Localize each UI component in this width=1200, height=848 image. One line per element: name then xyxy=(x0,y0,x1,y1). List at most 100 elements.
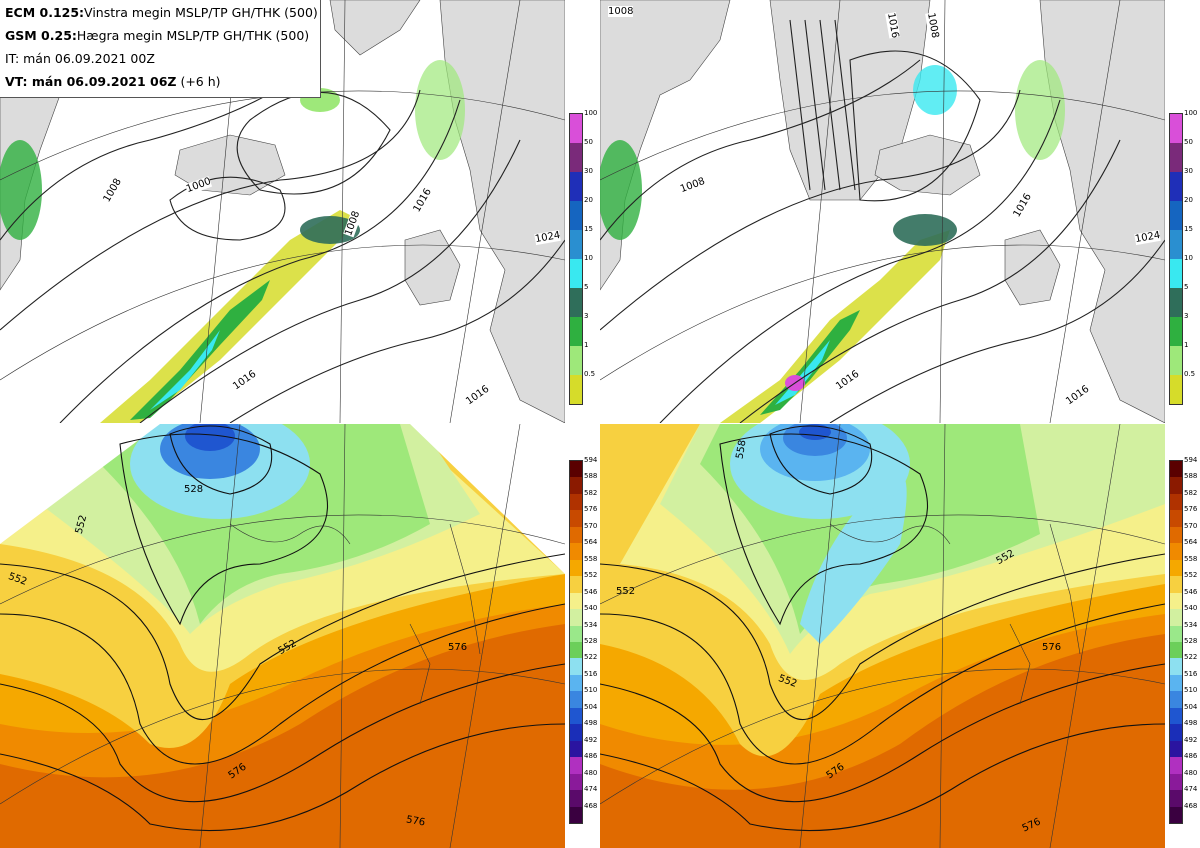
precip-cell xyxy=(600,140,642,240)
colorbar-tick-label: 528 xyxy=(584,637,598,645)
colorbar-swatch xyxy=(570,172,582,201)
colorbar-tick-label: 534 xyxy=(584,620,598,629)
colorbar-tick-label: 50 xyxy=(584,138,593,146)
colorbar-swatch xyxy=(570,592,582,610)
colorbar-tick-label: 522 xyxy=(1184,653,1198,662)
colorbar-swatch xyxy=(570,317,582,346)
precip-cell xyxy=(893,214,957,246)
colorbar-tick-label: 546 xyxy=(1184,587,1198,596)
colorbar-tick-label: 564 xyxy=(1184,538,1198,547)
colorbar-tick-label: 486 xyxy=(584,752,598,761)
colorbar-swatch xyxy=(1170,317,1182,346)
precip-band-core xyxy=(760,310,860,415)
precip-colorbar xyxy=(1169,113,1183,405)
colorbar-swatch xyxy=(1170,114,1182,143)
colorbar-tick-label: 50 xyxy=(1184,138,1193,146)
colorbar-tick-label: 30 xyxy=(1184,167,1193,175)
colorbar-swatch xyxy=(1170,543,1182,560)
colorbar-swatch xyxy=(1170,642,1182,659)
colorbar-tick-label: 3 xyxy=(1184,312,1189,320)
colorbar-tick-label: 540 xyxy=(584,604,598,613)
colorbar-swatch xyxy=(1170,477,1182,494)
forecast-lead: (+6 h) xyxy=(176,74,221,89)
colorbar-swatch xyxy=(570,346,582,375)
colorbar-swatch xyxy=(1170,143,1182,172)
colorbar-tick-label: 594 xyxy=(1184,456,1198,464)
colorbar-swatch xyxy=(1170,576,1182,593)
colorbar-swatch xyxy=(1170,259,1182,288)
colorbar-tick-label: 20 xyxy=(584,196,593,204)
colorbar-tick-label: 15 xyxy=(584,225,593,233)
british-isles-landmass xyxy=(1004,229,1061,306)
colorbar-swatch xyxy=(570,201,582,230)
colorbar-tick-label: 100 xyxy=(1184,109,1198,117)
colorbar-swatch xyxy=(570,493,582,511)
iceland-landmass xyxy=(874,134,981,196)
colorbar-tick-label: 510 xyxy=(1184,686,1198,695)
colorbar-tick-label: 570 xyxy=(584,521,598,530)
colorbar-swatch xyxy=(1170,461,1182,478)
colorbar-swatch xyxy=(1170,724,1182,741)
colorbar-tick-label: 480 xyxy=(584,768,598,777)
colorbar-swatch xyxy=(570,609,582,626)
colorbar-swatch xyxy=(1170,609,1182,626)
colorbar-swatch xyxy=(570,658,582,675)
thickness-colorbar xyxy=(1169,460,1183,824)
colorbar-tick-label: 486 xyxy=(1184,752,1198,761)
ecm-label: ECM 0.125: xyxy=(5,5,85,20)
colorbar-tick-label: 528 xyxy=(1184,637,1198,645)
colorbar-swatch xyxy=(570,642,582,659)
colorbar-swatch xyxy=(1170,674,1182,692)
colorbar-swatch xyxy=(570,757,582,774)
colorbar-swatch xyxy=(570,526,582,544)
height-contours xyxy=(0,425,565,832)
colorbar-swatch xyxy=(570,576,582,593)
colorbar-swatch xyxy=(1170,201,1182,230)
no-data-corner xyxy=(0,424,160,544)
colorbar-swatch xyxy=(1170,346,1182,375)
graticule-lines xyxy=(600,424,1165,848)
colorbar-swatch xyxy=(570,477,582,494)
gsm-label: GSM 0.25: xyxy=(5,28,77,43)
colorbar-tick-label: 594 xyxy=(584,456,598,464)
coastlines xyxy=(229,523,481,705)
colorbar-tick-label: 468 xyxy=(1184,801,1198,810)
colorbar-swatch xyxy=(1170,288,1182,317)
colorbar-tick-label: 492 xyxy=(584,735,598,744)
precip-cell xyxy=(913,65,957,115)
colorbar-swatch xyxy=(570,773,582,791)
colorbar-tick-label: 504 xyxy=(584,702,598,711)
colorbar-tick-label: 498 xyxy=(1184,719,1198,728)
graticule-lines xyxy=(600,0,1165,423)
colorbar-tick-label: 3 xyxy=(584,312,589,320)
colorbar-swatch xyxy=(570,625,582,642)
colorbar-swatch xyxy=(570,806,582,823)
scandinavia-landmass xyxy=(439,0,565,423)
colorbar-tick-label: 100 xyxy=(584,109,598,117)
thickness-low-core xyxy=(185,424,235,451)
colorbar-swatch xyxy=(1170,375,1182,404)
colorbar-tick-label: 5 xyxy=(584,283,589,291)
colorbar-swatch xyxy=(570,559,582,577)
colorbar-swatch xyxy=(570,724,582,741)
header-info-box: ECM 0.125:Vinstra megin MSLP/TP GH/THK (… xyxy=(0,0,321,98)
no-data-corner xyxy=(410,424,565,574)
colorbar-swatch xyxy=(1170,510,1182,527)
colorbar-swatch xyxy=(1170,526,1182,544)
colorbar-tick-label: 510 xyxy=(584,686,598,695)
coastlines xyxy=(829,523,1081,705)
colorbar-tick-label: 522 xyxy=(584,653,598,662)
colorbar-swatch xyxy=(1170,806,1182,823)
colorbar-swatch xyxy=(1170,757,1182,774)
colorbar-swatch xyxy=(570,510,582,527)
valid-time: VT: mán 06.09.2021 06Z xyxy=(5,74,177,89)
precip-cell xyxy=(0,140,42,240)
colorbar-swatch xyxy=(1170,172,1182,201)
ecm-mslp-precip-map: ECM 0.125:Vinstra megin MSLP/TP GH/THK (… xyxy=(0,0,565,423)
precip-colorbar xyxy=(569,113,583,405)
colorbar-swatch xyxy=(570,674,582,692)
colorbar-tick-label: 588 xyxy=(584,472,598,481)
colorbar-swatch xyxy=(570,461,582,478)
height-label: 576 xyxy=(448,642,468,653)
colorbar-swatch xyxy=(570,740,582,758)
